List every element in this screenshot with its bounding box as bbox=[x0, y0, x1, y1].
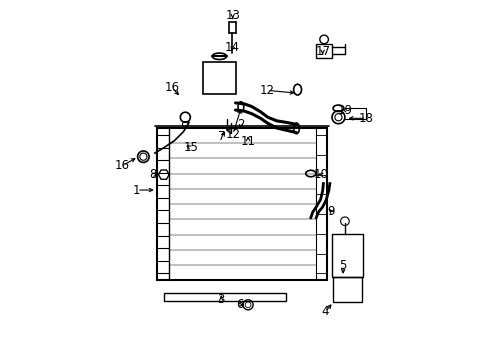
Text: 3: 3 bbox=[217, 293, 224, 306]
Text: 11: 11 bbox=[240, 135, 255, 148]
Bar bbox=[332, 234, 362, 277]
Text: 9: 9 bbox=[327, 205, 334, 218]
Bar bbox=[203, 62, 235, 94]
Text: 16: 16 bbox=[115, 159, 130, 172]
Text: 4: 4 bbox=[321, 306, 328, 319]
Text: 10: 10 bbox=[313, 168, 328, 181]
Text: 7: 7 bbox=[218, 130, 225, 144]
Text: 5: 5 bbox=[339, 259, 346, 272]
Text: 12: 12 bbox=[225, 127, 240, 141]
Text: 8: 8 bbox=[149, 168, 157, 181]
Bar bbox=[316, 44, 332, 58]
Text: 1: 1 bbox=[133, 184, 141, 197]
Bar bbox=[333, 277, 362, 302]
Text: 2: 2 bbox=[237, 118, 244, 131]
Text: 15: 15 bbox=[183, 141, 198, 154]
Text: 18: 18 bbox=[358, 112, 373, 125]
Text: 14: 14 bbox=[224, 41, 240, 54]
Bar bbox=[156, 128, 326, 280]
Text: 16: 16 bbox=[164, 81, 179, 94]
Text: 6: 6 bbox=[236, 298, 244, 311]
Text: 12: 12 bbox=[259, 84, 274, 97]
Text: 19: 19 bbox=[337, 104, 352, 117]
Text: 13: 13 bbox=[225, 9, 240, 22]
Bar bbox=[163, 293, 286, 301]
Text: 17: 17 bbox=[315, 45, 329, 58]
